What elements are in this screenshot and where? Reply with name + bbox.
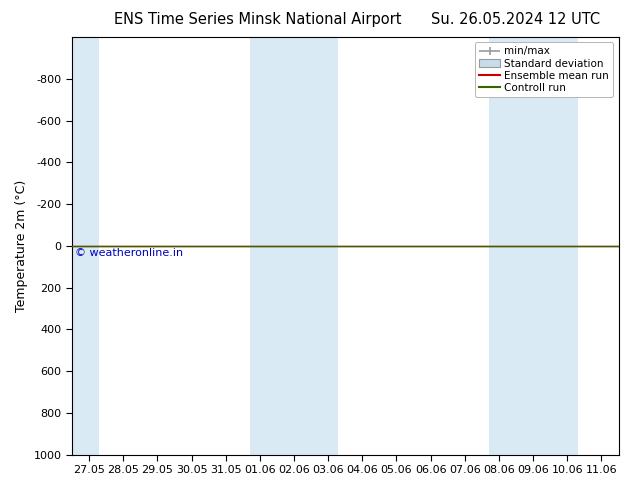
- Text: © weatheronline.in: © weatheronline.in: [75, 248, 183, 258]
- Bar: [72, 37, 100, 455]
- Text: ENS Time Series Minsk National Airport: ENS Time Series Minsk National Airport: [114, 12, 401, 27]
- Bar: [250, 37, 339, 455]
- Bar: [489, 37, 578, 455]
- Legend: min/max, Standard deviation, Ensemble mean run, Controll run: min/max, Standard deviation, Ensemble me…: [476, 42, 613, 97]
- Text: Su. 26.05.2024 12 UTC: Su. 26.05.2024 12 UTC: [431, 12, 600, 27]
- Y-axis label: Temperature 2m (°C): Temperature 2m (°C): [15, 180, 28, 312]
